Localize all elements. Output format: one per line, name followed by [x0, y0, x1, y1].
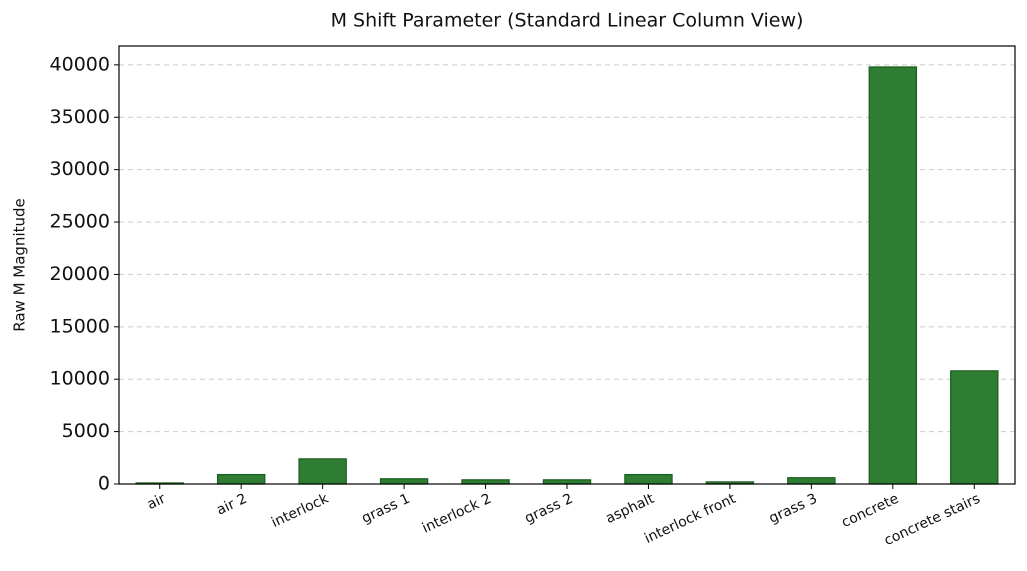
plot-frame [118, 45, 1016, 485]
y-tick-label: 25000 [50, 211, 110, 233]
x-tick-label: interlock [269, 490, 332, 531]
x-tick-label: grass 1 [359, 491, 412, 527]
y-tick-label: 5000 [62, 420, 110, 442]
x-tick-label: grass 2 [522, 491, 575, 527]
x-tick-label: interlock front [642, 491, 739, 547]
y-tick-label: 40000 [50, 53, 110, 75]
x-tick-label: air [145, 491, 169, 513]
bar [298, 458, 347, 485]
bar [461, 479, 510, 485]
x-tick-label: air 2 [214, 491, 249, 519]
x-tick-label: interlock 2 [420, 491, 494, 537]
y-tick-label: 35000 [50, 106, 110, 128]
x-tick-label: asphalt [603, 491, 657, 528]
bar [950, 370, 999, 485]
bar [868, 66, 918, 485]
bar [379, 478, 429, 485]
y-tick-label: 15000 [50, 315, 110, 337]
x-tick-label: grass 3 [767, 491, 820, 527]
bar [787, 477, 836, 485]
bar [624, 473, 673, 485]
chart-title: M Shift Parameter (Standard Linear Colum… [331, 10, 804, 32]
y-axis-label: Raw M Magnitude [11, 198, 29, 332]
y-tick-label: 30000 [50, 158, 110, 180]
y-tick-label: 20000 [50, 263, 110, 285]
y-tick-label: 0 [98, 473, 110, 495]
bar [216, 473, 266, 485]
y-tick-label: 10000 [50, 368, 110, 390]
x-tick-label: concrete [839, 491, 901, 531]
bar [542, 479, 592, 485]
